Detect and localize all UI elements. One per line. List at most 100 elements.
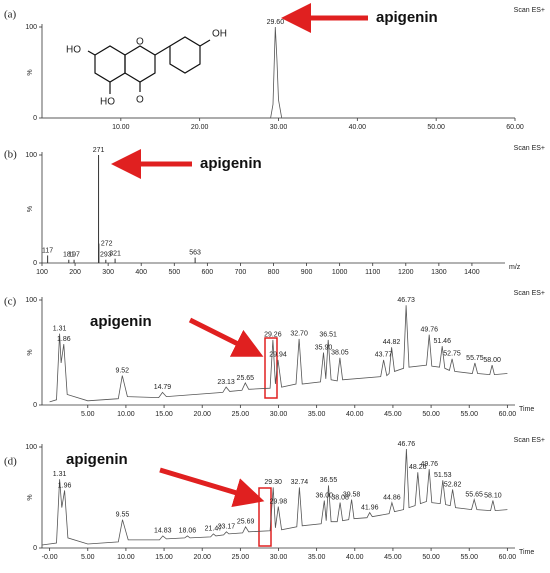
panel-label: (d) bbox=[4, 456, 17, 468]
y-tick-label: 100 bbox=[25, 152, 37, 159]
x-tick-label: 400 bbox=[135, 269, 147, 276]
x-tick-label: 55.00 bbox=[460, 411, 478, 418]
highlight-box bbox=[258, 487, 272, 547]
x-tick-label: 45.00 bbox=[384, 411, 402, 418]
scan-label: Scan ES+ bbox=[514, 7, 545, 14]
structure-label: HO bbox=[66, 45, 81, 56]
x-tick-label: 600 bbox=[202, 269, 214, 276]
peak-label: 52.75 bbox=[443, 351, 461, 358]
x-tick-label: 5.00 bbox=[81, 411, 95, 418]
peak-label: 1.31 bbox=[53, 325, 67, 332]
peak-label: 181 bbox=[63, 252, 75, 259]
peak-label: 29.60 bbox=[267, 19, 285, 26]
peak-label: 49.76 bbox=[420, 461, 438, 468]
x-tick-label: 30.00 bbox=[270, 411, 288, 418]
x-tick-label: 20.00 bbox=[191, 124, 209, 131]
peak-label: 44.82 bbox=[383, 339, 401, 346]
y-tick-label: 0 bbox=[33, 402, 37, 409]
peak-label: 271 bbox=[93, 147, 105, 154]
x-tick-label: 60.00 bbox=[499, 554, 517, 561]
trace bbox=[41, 448, 508, 546]
peak-label: 1.86 bbox=[57, 336, 71, 343]
x-tick-label: 25.00 bbox=[232, 411, 250, 418]
peak-label: 49.76 bbox=[420, 326, 438, 333]
x-tick-label: 10.00 bbox=[117, 554, 135, 561]
trace bbox=[49, 305, 508, 403]
x-tick-label: 1200 bbox=[398, 269, 414, 276]
callout: apigenin bbox=[90, 313, 152, 330]
x-tick-label: -0.00 bbox=[42, 554, 58, 561]
x-tick-label: 60.00 bbox=[499, 411, 517, 418]
peak-label: 43.77 bbox=[375, 352, 393, 359]
peak-label: 29.94 bbox=[269, 352, 287, 359]
y-tick-label: 100 bbox=[25, 444, 37, 451]
peak-label: 9.52 bbox=[115, 367, 129, 374]
peak-label: 52.82 bbox=[444, 481, 462, 488]
x-tick-label: 1100 bbox=[365, 269, 380, 276]
x-tick-label: 40.00 bbox=[346, 411, 364, 418]
x-tick-label: 100 bbox=[36, 269, 48, 276]
x-tick-label: 1400 bbox=[464, 269, 480, 276]
callout: apigenin bbox=[376, 9, 438, 26]
scan-label: Scan ES+ bbox=[514, 437, 545, 444]
peak-label: 58.00 bbox=[483, 357, 501, 364]
peak-label: 25.69 bbox=[237, 519, 255, 526]
x-axis-label: m/z bbox=[509, 264, 521, 271]
x-tick-label: 35.00 bbox=[308, 411, 326, 418]
peak-label: 272 bbox=[101, 240, 113, 247]
peak-label: 9.55 bbox=[116, 512, 130, 519]
callout: apigenin bbox=[66, 451, 128, 468]
peak-label: 29.30 bbox=[264, 479, 282, 486]
arrow bbox=[188, 317, 264, 357]
peak-label: 38.08 bbox=[331, 494, 349, 501]
x-tick-label: 15.00 bbox=[155, 554, 173, 561]
x-tick-label: 40.00 bbox=[346, 554, 364, 561]
peak-label: 23.17 bbox=[218, 524, 236, 531]
x-tick-label: 15.00 bbox=[155, 411, 173, 418]
peak-label: 44.86 bbox=[383, 494, 401, 501]
peak-label: 46.73 bbox=[397, 297, 415, 304]
x-tick-label: 10.00 bbox=[112, 124, 130, 131]
scan-label: Scan ES+ bbox=[514, 290, 545, 297]
y-tick-label: 100 bbox=[25, 297, 37, 304]
x-tick-label: 50.00 bbox=[427, 124, 445, 131]
peak-label: 25.65 bbox=[237, 375, 255, 382]
panel-label: (b) bbox=[4, 149, 17, 161]
x-tick-label: 5.00 bbox=[81, 554, 95, 561]
x-tick-label: 60.00 bbox=[506, 124, 524, 131]
y-axis-label: % bbox=[27, 494, 34, 500]
y-tick-label: 100 bbox=[25, 24, 37, 31]
y-axis-label: % bbox=[27, 206, 34, 212]
peak-label: 38.05 bbox=[331, 350, 349, 357]
peak-label: 23.13 bbox=[217, 379, 235, 386]
x-tick-label: 55.00 bbox=[460, 554, 478, 561]
peak-label: 18.06 bbox=[179, 528, 197, 535]
x-tick-label: 20.00 bbox=[193, 554, 211, 561]
x-tick-label: 200 bbox=[69, 269, 81, 276]
x-tick-label: 1000 bbox=[332, 269, 348, 276]
y-tick-label: 0 bbox=[33, 545, 37, 552]
peak-label: 563 bbox=[189, 249, 201, 256]
peak-label: 39.58 bbox=[343, 491, 361, 498]
peak-label: 14.79 bbox=[154, 384, 172, 391]
peak-label: 32.74 bbox=[291, 479, 309, 486]
x-tick-label: 900 bbox=[301, 269, 313, 276]
peak-label: 197 bbox=[68, 252, 80, 259]
trace bbox=[42, 26, 515, 119]
peak-label: 55.65 bbox=[465, 491, 483, 498]
x-tick-label: 50.00 bbox=[422, 411, 440, 418]
panel-label: (c) bbox=[4, 296, 17, 308]
x-tick-label: 35.00 bbox=[308, 554, 326, 561]
callout: apigenin bbox=[200, 155, 262, 172]
peak-label: 36.00 bbox=[316, 492, 334, 499]
y-tick-label: 0 bbox=[33, 115, 37, 122]
x-tick-label: 500 bbox=[168, 269, 180, 276]
structure-label: O bbox=[136, 95, 144, 106]
peak-label: 55.75 bbox=[466, 355, 484, 362]
structure-label: HO bbox=[100, 97, 115, 108]
x-tick-label: 1300 bbox=[431, 269, 447, 276]
x-axis-label: Time bbox=[519, 406, 534, 413]
peak-label: 1.96 bbox=[58, 482, 72, 489]
structure-label: OH bbox=[212, 29, 227, 40]
